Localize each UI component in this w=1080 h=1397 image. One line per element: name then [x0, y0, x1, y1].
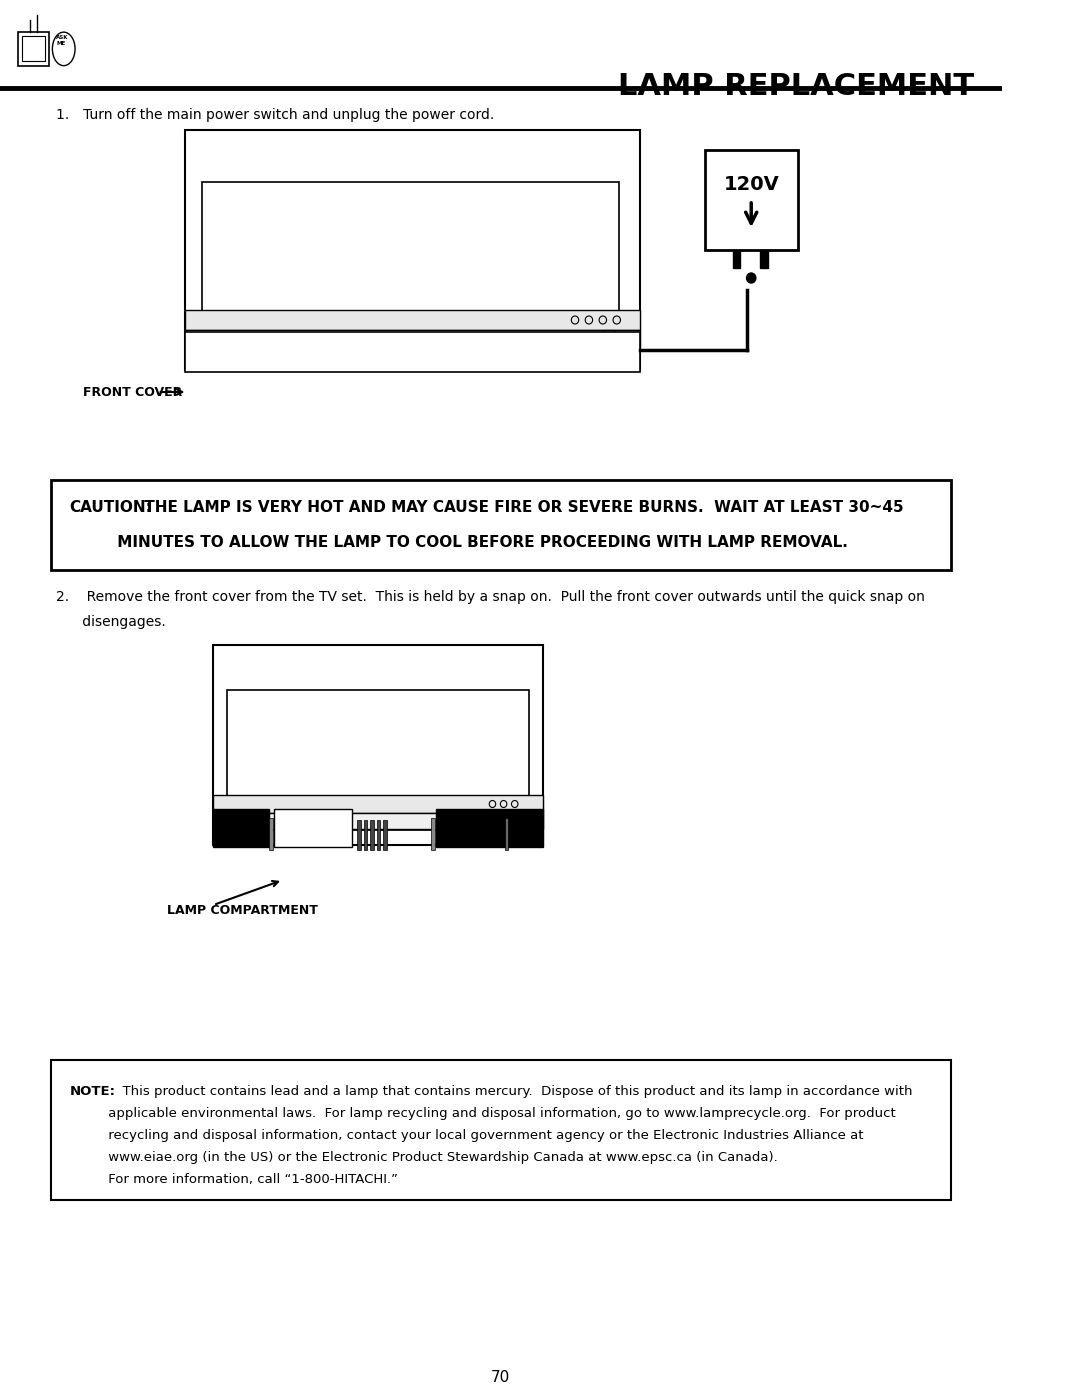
Bar: [383, 820, 387, 849]
Bar: [364, 820, 367, 849]
Bar: [186, 310, 640, 330]
Bar: [214, 809, 269, 847]
Bar: [357, 820, 361, 849]
Bar: [214, 813, 542, 828]
Bar: [186, 330, 640, 348]
Text: www.eiae.org (in the US) or the Electronic Product Stewardship Canada at www.eps: www.eiae.org (in the US) or the Electron…: [69, 1151, 778, 1164]
Text: For more information, call “1-800-HITACHI.”: For more information, call “1-800-HITACH…: [69, 1173, 397, 1186]
Text: LAMP REPLACEMENT: LAMP REPLACEMENT: [14, 665, 27, 828]
Text: 2.    Remove the front cover from the TV set.  This is held by a snap on.  Pull : 2. Remove the front cover from the TV se…: [56, 590, 924, 604]
Bar: [18, 32, 49, 66]
Text: This product contains lead and a lamp that contains mercury.  Dispose of this pr: This product contains lead and a lamp th…: [114, 1085, 913, 1098]
Bar: [214, 795, 542, 813]
Bar: [705, 149, 798, 250]
Bar: [22, 36, 45, 61]
Text: LAMP COMPARTMENT: LAMP COMPARTMENT: [167, 904, 318, 916]
Text: ASK
ME: ASK ME: [56, 35, 69, 46]
Text: disengages.: disengages.: [56, 615, 165, 629]
Text: MINUTES TO ALLOW THE LAMP TO COOL BEFORE PROCEEDING WITH LAMP REMOVAL.: MINUTES TO ALLOW THE LAMP TO COOL BEFORE…: [69, 535, 848, 550]
Bar: [51, 481, 950, 570]
Bar: [214, 645, 542, 845]
Bar: [273, 809, 352, 847]
Text: FRONT COVER: FRONT COVER: [83, 386, 183, 398]
Bar: [436, 809, 542, 847]
Bar: [501, 814, 510, 821]
Text: 1. Turn off the main power switch and unplug the power cord.: 1. Turn off the main power switch and un…: [56, 108, 494, 122]
Bar: [431, 819, 435, 849]
Bar: [505, 819, 509, 849]
Bar: [377, 820, 380, 849]
Bar: [186, 130, 640, 370]
Bar: [370, 820, 374, 849]
Text: THE LAMP IS VERY HOT AND MAY CAUSE FIRE OR SEVERE BURNS.  WAIT AT LEAST 30~45: THE LAMP IS VERY HOT AND MAY CAUSE FIRE …: [139, 500, 904, 515]
Text: CAUTION:: CAUTION:: [69, 500, 152, 515]
Text: NOTE:: NOTE:: [69, 1085, 116, 1098]
Bar: [186, 332, 640, 372]
Circle shape: [746, 272, 756, 284]
Text: recycling and disposal information, contact your local government agency or the : recycling and disposal information, cont…: [69, 1129, 863, 1141]
Text: 70: 70: [491, 1370, 511, 1384]
Bar: [732, 250, 740, 268]
Text: LAMP REPLACEMENT: LAMP REPLACEMENT: [618, 73, 974, 101]
Bar: [227, 690, 528, 830]
Bar: [603, 330, 613, 338]
Bar: [202, 182, 619, 352]
Text: 120V: 120V: [724, 175, 779, 194]
Bar: [269, 819, 272, 849]
Bar: [760, 250, 768, 268]
Text: applicable environmental laws.  For lamp recycling and disposal information, go : applicable environmental laws. For lamp …: [69, 1106, 895, 1120]
Bar: [51, 1060, 950, 1200]
